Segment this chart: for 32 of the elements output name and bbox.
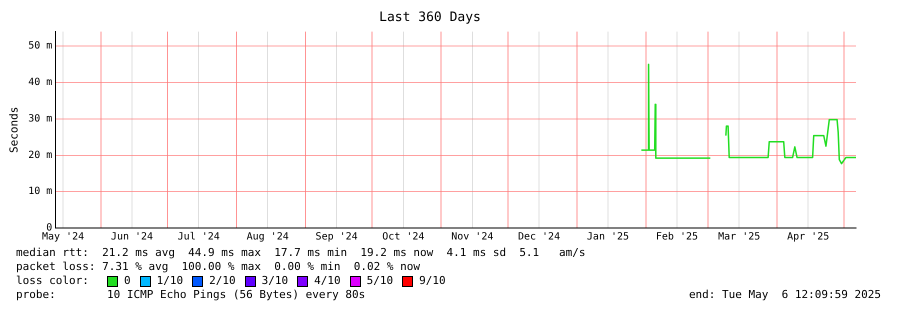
legend-title: loss color: xyxy=(16,274,90,288)
x-tick-label: Mar '25 xyxy=(718,232,760,243)
text: median rtt: 21.2 ms avg 44.9 ms max 17.7 ms min 19.2 ms now 4.1 ms sd 5.1 am/s xyxy=(16,246,587,260)
text: packet loss: 7.31 % avg 100.00 % max 0.00 % min 0.02 % now xyxy=(16,260,421,274)
legend-label: 4/10 xyxy=(314,274,341,288)
x-tick-label: Feb '25 xyxy=(656,232,698,243)
x-tick-label: Apr '25 xyxy=(787,232,830,243)
x-tick-label: Oct '24 xyxy=(382,232,424,243)
legend-label: 3/10 xyxy=(262,274,288,288)
y-tick-label: 40 m xyxy=(28,77,52,88)
legend-label: 5/10 xyxy=(366,274,394,288)
x-tick-label: May '24 xyxy=(42,232,84,243)
text: probe: xyxy=(16,288,57,302)
legend-label: 2/10 xyxy=(209,274,236,288)
text: end: Tue May 6 12:09:59 2025 xyxy=(688,288,881,302)
text: 10 ICMP Echo Pings (56 Bytes) every 80s xyxy=(107,288,366,302)
y-tick-label: 50 m xyxy=(28,40,52,52)
y-tick-label: 30 m xyxy=(28,113,52,124)
y-tick-label: 10 m xyxy=(28,186,52,198)
x-tick-label: Dec '24 xyxy=(518,232,560,243)
legend-label: 9/10 xyxy=(419,274,446,288)
y-axis-title: Seconds xyxy=(7,106,20,153)
legend-label: 1/10 xyxy=(156,274,184,288)
x-tick-label: Jan '25 xyxy=(586,232,630,243)
x-tick-label: Sep '24 xyxy=(316,232,358,243)
legend-label: 0 xyxy=(124,274,131,288)
x-tick-label: Jun '24 xyxy=(110,232,154,243)
y-tick-label: 20 m xyxy=(28,150,52,161)
chart-title: Last 360 Days xyxy=(379,10,481,26)
x-tick-label: Nov '24 xyxy=(451,232,494,243)
x-tick-label: Jul '24 xyxy=(178,232,220,243)
x-tick-label: Aug '24 xyxy=(246,232,289,243)
